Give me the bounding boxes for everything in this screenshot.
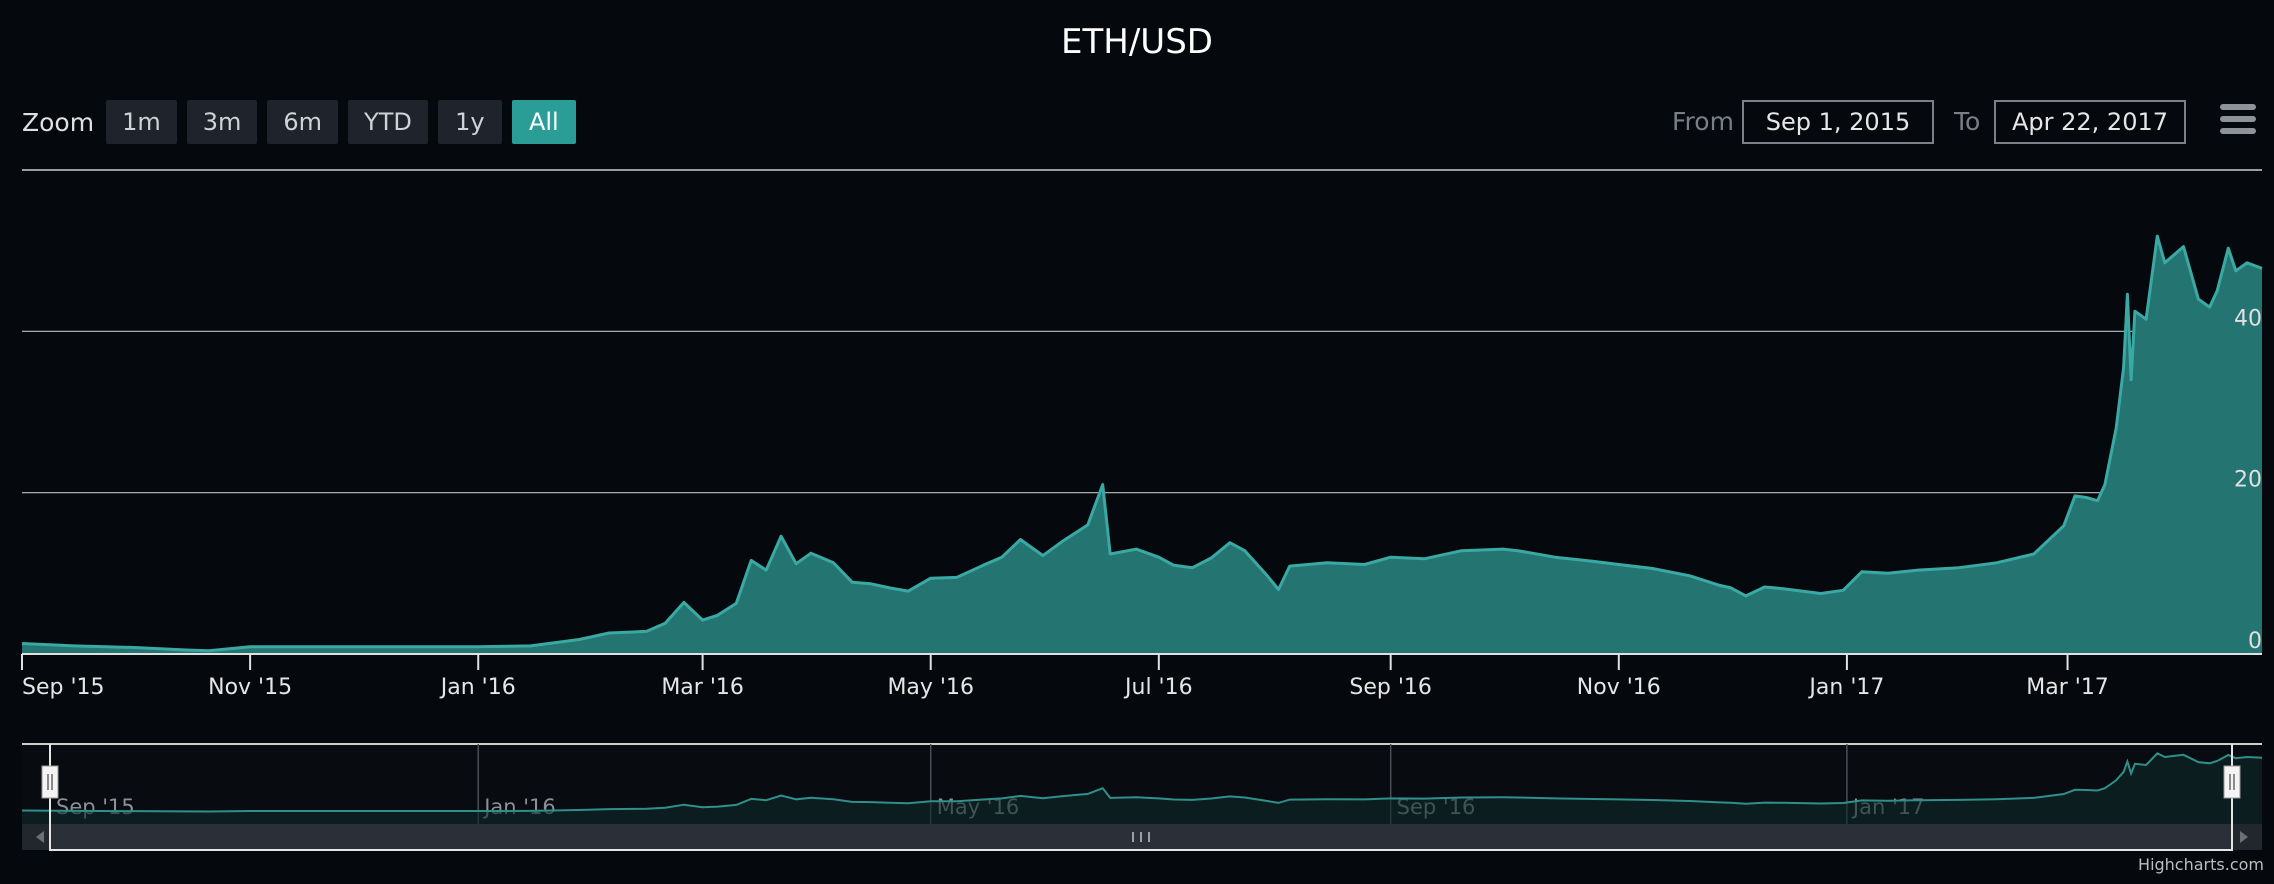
series-line bbox=[21, 234, 2263, 653]
x-tick-label: Nov '16 bbox=[1577, 675, 1661, 700]
zoom-ytd-button[interactable]: YTD bbox=[348, 100, 428, 144]
from-label: From bbox=[1672, 107, 1734, 136]
x-tick-label: Sep '15 bbox=[22, 675, 105, 700]
scrollbar-right-arrow-icon[interactable] bbox=[2240, 831, 2248, 843]
y-tick-label: 0 bbox=[2248, 629, 2262, 654]
to-date-input[interactable]: Apr 22, 2017 bbox=[1994, 100, 2186, 144]
handle-body bbox=[2223, 765, 2241, 799]
x-tick-label: Mar '16 bbox=[661, 675, 744, 700]
y-tick-label: 20 bbox=[2234, 468, 2262, 493]
navigator-series-line bbox=[21, 752, 2263, 813]
zoom-6m-button[interactable]: 6m bbox=[267, 100, 339, 144]
hamburger-menu-icon[interactable] bbox=[2220, 104, 2256, 136]
zoom-1m-button[interactable]: 1m bbox=[106, 100, 177, 144]
x-tick-label: Jan '16 bbox=[439, 675, 516, 700]
credits-link[interactable]: Highcharts.com bbox=[2138, 855, 2264, 874]
x-tick-label: Mar '17 bbox=[2026, 675, 2109, 700]
x-tick-label: Sep '16 bbox=[1349, 675, 1432, 700]
x-tick-label: Jul '16 bbox=[1123, 675, 1193, 700]
x-tick-label: May '16 bbox=[887, 675, 974, 700]
navigator-right-handle[interactable] bbox=[2223, 765, 2241, 799]
chart-title: ETH/USD bbox=[1061, 22, 1213, 62]
zoom-selector: Zoom 1m 3m 6m YTD 1y All bbox=[22, 100, 576, 144]
zoom-3m-button[interactable]: 3m bbox=[186, 100, 258, 144]
navigator-left-handle[interactable] bbox=[41, 765, 59, 799]
series-area bbox=[22, 236, 2262, 654]
zoom-label: Zoom bbox=[22, 107, 95, 137]
from-date-input[interactable]: Sep 1, 2015 bbox=[1742, 100, 1934, 144]
x-tick-label: Nov '15 bbox=[208, 675, 292, 700]
navigator-series-area bbox=[22, 753, 2262, 824]
handle-body bbox=[41, 765, 59, 799]
x-tick-label: Jan '17 bbox=[1807, 675, 1884, 700]
zoom-all-button[interactable]: All bbox=[511, 100, 576, 144]
y-tick-label: 40 bbox=[2234, 306, 2262, 331]
to-label: To bbox=[1954, 107, 1981, 136]
zoom-1y-button[interactable]: 1y bbox=[437, 100, 502, 144]
scrollbar-left-arrow-icon[interactable] bbox=[36, 831, 44, 843]
